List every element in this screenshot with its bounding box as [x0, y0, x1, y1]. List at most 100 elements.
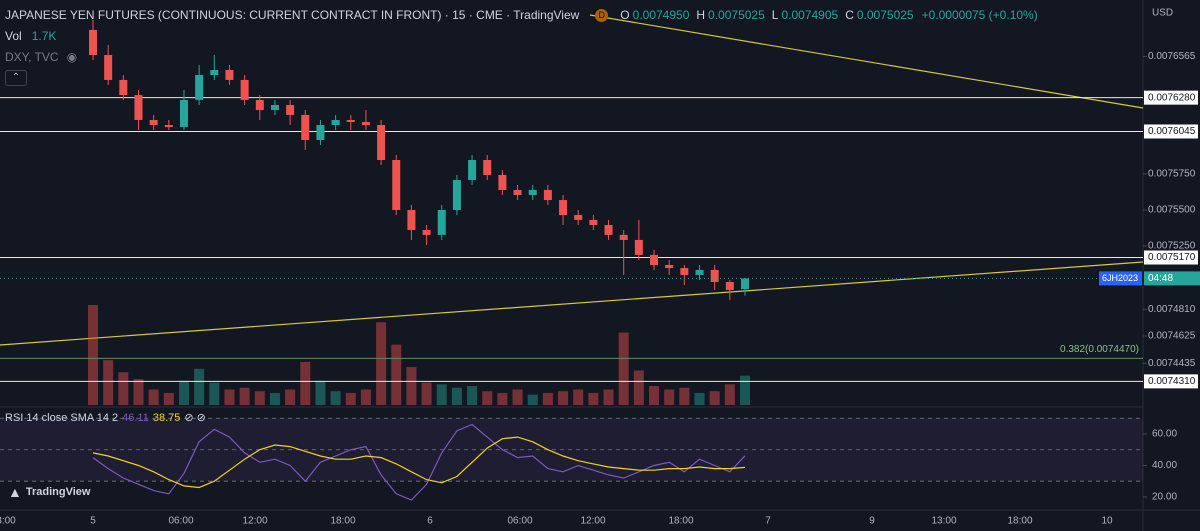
x-tick-label: 3:00 — [0, 516, 16, 527]
level-label: 0.0075170 — [1148, 252, 1196, 263]
candle-body — [301, 114, 310, 140]
y-tick-label: 0.0074810 — [1148, 304, 1196, 315]
x-tick-label: 6 — [427, 516, 433, 527]
volume-bar — [558, 391, 569, 405]
candle-body — [225, 69, 234, 80]
volume-bar — [391, 344, 402, 405]
sma-line — [92, 436, 746, 489]
volume-bar — [345, 392, 356, 405]
volume-bar — [709, 391, 720, 405]
x-tick-label: 12:00 — [580, 516, 605, 527]
y-tick-label: 60.00 — [1152, 429, 1177, 440]
x-tick-label: 12:00 — [242, 516, 267, 527]
ohlc-key: O — [620, 8, 630, 22]
volume-bar — [512, 389, 523, 405]
volume-bar — [88, 305, 98, 405]
volume-bar — [649, 386, 660, 405]
y-tick-label: 0.0075500 — [1148, 205, 1196, 216]
eye-icon[interactable]: ◉ — [66, 50, 78, 64]
volume-bar — [360, 389, 371, 405]
volume-bar — [148, 389, 159, 405]
ohlc-key: L — [771, 8, 779, 22]
volume-bar — [209, 382, 220, 405]
candle-body — [483, 160, 492, 175]
candle-body — [134, 95, 143, 120]
candle-body — [498, 174, 507, 190]
candle-body — [316, 125, 325, 140]
ohlc: O 0.0074950 H 0.0075025 L 0.0074905 C 0.0075025 — [620, 8, 917, 22]
currency[interactable]: USD — [1152, 8, 1173, 19]
y-tick-label: 0.0074435 — [1148, 358, 1196, 369]
countdown-label: 04:48 — [1148, 273, 1173, 284]
logo[interactable]: ▲ TradingView — [8, 484, 91, 500]
candle-body — [589, 219, 598, 225]
volume-bar — [633, 370, 644, 405]
volume-bar — [497, 392, 508, 405]
volume-bar — [315, 380, 326, 405]
collapse-button[interactable]: ⌃ — [5, 70, 27, 86]
y-tick-label: 20.00 — [1152, 492, 1177, 503]
volume-bar — [118, 372, 129, 405]
badge: D — [595, 8, 609, 22]
volume-bar — [664, 389, 675, 405]
sma-value: 38.75 — [152, 411, 181, 424]
x-tick-label: 13:00 — [931, 516, 956, 527]
volume-bar — [421, 382, 432, 405]
symbol-title[interactable]: JAPANESE YEN FUTURES (CONTINUOUS: CURREN… — [5, 8, 580, 22]
level-label: 0.0074310 — [1148, 376, 1196, 387]
level-label: 0.0076045 — [1148, 126, 1196, 137]
volume-bar — [724, 384, 735, 405]
logo-text: TradingView — [25, 486, 91, 498]
y-tick-label: 0.0075250 — [1148, 241, 1196, 252]
ohlc-value: 0.0074905 — [781, 8, 839, 22]
candle-body — [270, 104, 279, 111]
volume-bar — [103, 360, 114, 405]
candle-body — [422, 230, 431, 235]
x-tick-label: 7 — [765, 516, 771, 527]
volume-bar — [740, 375, 750, 405]
y-tick-label: 0.0076565 — [1148, 51, 1196, 62]
candle-body — [452, 180, 461, 210]
candle-body — [665, 265, 674, 269]
candle-body — [574, 215, 583, 220]
level-box — [1144, 374, 1198, 389]
ohlc-key: H — [696, 8, 706, 22]
candle-body — [346, 119, 355, 122]
trend-line — [0, 261, 1144, 346]
volume-bar — [618, 332, 629, 405]
volume-bar — [467, 386, 478, 405]
volume-bar — [542, 392, 553, 405]
volume-bar — [406, 367, 417, 405]
volume-bar — [573, 389, 584, 405]
icons[interactable]: ⊘ ⊘ — [184, 412, 206, 424]
volume-bar — [482, 391, 493, 405]
volume-label: Vol — [5, 29, 22, 43]
candle-body — [619, 234, 628, 240]
volume-bar — [588, 392, 599, 405]
y-tick-label: 40.00 — [1152, 460, 1177, 471]
volume-bar — [451, 387, 462, 405]
compare[interactable]: DXY, TVC — [5, 50, 59, 64]
x-tick-label: 9 — [869, 516, 875, 527]
candle-body — [89, 29, 97, 56]
rsi-value: 46.11 — [122, 411, 149, 424]
candle-body — [407, 209, 416, 231]
candle-body — [725, 282, 734, 290]
candle-body — [255, 99, 264, 111]
change: +0.0000075 (+0.10%) — [921, 8, 1038, 22]
ohlc-value: 0.0075025 — [856, 8, 914, 22]
rsi-title[interactable]: RSI 14 close SMA 14 2 — [5, 411, 119, 424]
volume-bar — [224, 389, 235, 405]
volume-bar — [178, 380, 189, 405]
candle-body — [286, 104, 295, 115]
candle-body — [392, 160, 401, 210]
y-tick-label: 0.0074625 — [1148, 331, 1196, 342]
x-tick-label: 18:00 — [330, 516, 355, 527]
volume-value: 1.7K — [31, 29, 57, 43]
volume-bar — [239, 387, 250, 405]
candle-body — [468, 160, 477, 181]
candle-body — [710, 269, 719, 283]
rsi-line — [92, 423, 746, 501]
candle-body — [559, 200, 568, 216]
